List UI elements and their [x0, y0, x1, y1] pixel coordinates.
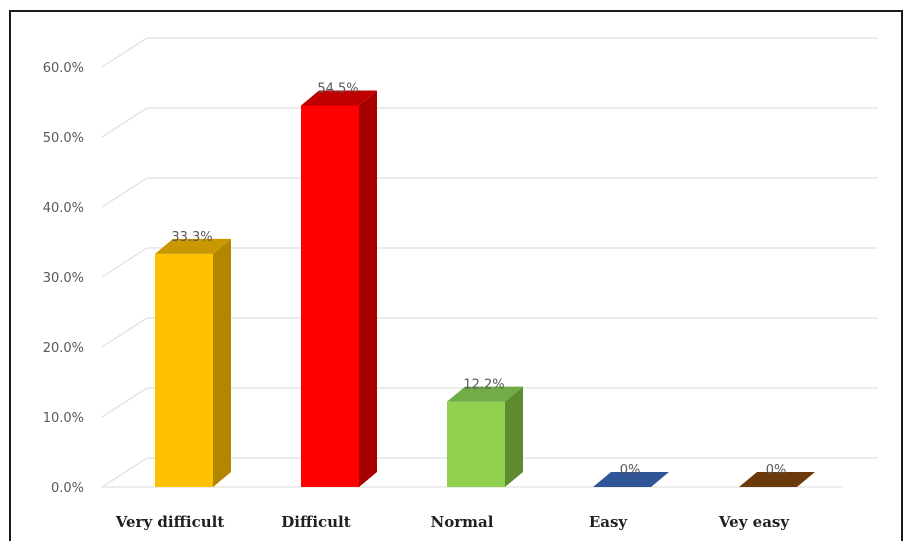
data-labels: 33.3% 54.5% 12.2% 0% 0%	[171, 82, 786, 479]
bar-side	[359, 90, 377, 487]
bar-front	[447, 401, 505, 487]
x-axis-categories: Very difficult Difficult Normal Easy Vey eas…	[115, 513, 791, 531]
category-label: Difficult	[281, 513, 350, 531]
category-label: Normal	[431, 513, 494, 531]
gridline-side	[101, 387, 148, 418]
data-label: 33.3%	[171, 230, 212, 245]
gridline-side	[101, 317, 148, 348]
bar-top	[155, 238, 231, 254]
bars	[155, 90, 815, 487]
data-label: 0%	[620, 463, 641, 478]
y-tick-label: 40.0%	[43, 201, 84, 216]
y-tick-label: 60.0%	[43, 61, 84, 76]
category-label: Easy	[589, 513, 629, 531]
bar-side	[505, 386, 523, 487]
bar-front	[301, 105, 359, 487]
category-label: Very difficult	[115, 513, 225, 531]
bar-zero	[593, 472, 669, 487]
y-axis-ticks: 0.0% 10.0% 20.0% 30.0% 40.0% 50.0% 60.0%	[43, 61, 84, 496]
data-label: 54.5%	[317, 82, 358, 97]
y-tick-label: 0.0%	[51, 481, 84, 496]
gridline-side	[101, 37, 148, 68]
data-label: 0%	[766, 463, 787, 478]
y-tick-label: 10.0%	[43, 411, 84, 426]
gridline-side	[101, 177, 148, 208]
data-label: 12.2%	[463, 378, 504, 393]
y-tick-label: 30.0%	[43, 271, 84, 286]
bar-front	[155, 253, 213, 487]
bar-top	[447, 386, 523, 402]
bar-top	[301, 90, 377, 106]
gridline-side	[101, 457, 148, 488]
bar-zero	[739, 472, 815, 487]
y-tick-label: 20.0%	[43, 341, 84, 356]
gridline-side	[101, 107, 148, 138]
bar-side	[213, 238, 231, 487]
gridline-side	[101, 247, 148, 278]
y-tick-label: 50.0%	[43, 131, 84, 146]
category-label: Vey easy	[718, 513, 790, 531]
